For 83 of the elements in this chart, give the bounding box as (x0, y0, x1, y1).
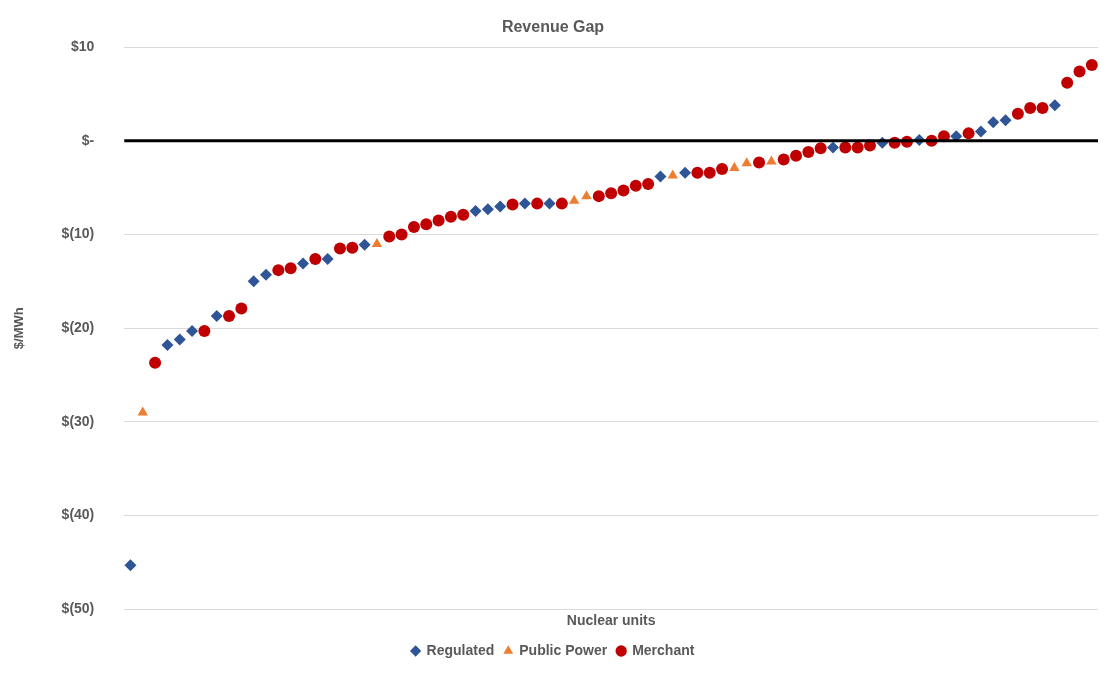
point (1073, 65, 1086, 78)
point (679, 166, 692, 179)
point (827, 141, 839, 154)
point (654, 170, 667, 183)
point (617, 184, 630, 197)
point (457, 208, 470, 221)
point (974, 125, 987, 138)
point (581, 190, 592, 200)
y-tick-label: $- (81, 131, 95, 148)
point (1024, 102, 1037, 115)
point (333, 242, 346, 255)
point (346, 241, 359, 254)
point (149, 356, 162, 369)
point (161, 339, 174, 352)
point (642, 177, 655, 190)
point (432, 214, 445, 227)
point (395, 228, 408, 241)
point (531, 197, 544, 210)
x-axis-title: Nuclear units (566, 612, 656, 629)
point (555, 197, 568, 210)
point (481, 203, 494, 216)
point (1036, 102, 1049, 115)
point (814, 142, 827, 155)
y-tick-label: $(50) (61, 600, 95, 617)
point (272, 264, 285, 277)
point (987, 116, 1000, 129)
point (223, 310, 236, 323)
point (1085, 59, 1098, 71)
point (235, 302, 248, 315)
point (962, 127, 975, 140)
legend-label: Public Power (519, 641, 608, 658)
point (802, 146, 815, 159)
point (186, 325, 199, 338)
point (691, 166, 704, 179)
point (173, 333, 186, 346)
point (605, 187, 618, 200)
point (851, 141, 864, 154)
point (494, 200, 507, 213)
y-tick-label: $(30) (61, 412, 95, 429)
point (407, 221, 420, 234)
point (284, 262, 297, 275)
point (137, 406, 148, 416)
y-tick-label: $(40) (61, 506, 95, 523)
point (790, 149, 803, 162)
point (716, 162, 729, 175)
point (999, 114, 1012, 127)
y-tick-label: $10 (70, 38, 95, 55)
point (358, 238, 371, 251)
point (703, 166, 716, 179)
point (124, 559, 137, 572)
point (506, 198, 519, 211)
point (371, 237, 383, 247)
point (1011, 107, 1024, 120)
point (1061, 76, 1074, 89)
point (247, 275, 260, 288)
point (543, 197, 556, 210)
point (753, 156, 766, 169)
point (321, 252, 334, 265)
point (741, 157, 752, 167)
point (518, 197, 531, 210)
point (309, 252, 322, 265)
point (444, 210, 457, 223)
y-tick-label: $(20) (61, 319, 95, 336)
point (383, 230, 396, 243)
point (469, 205, 482, 218)
point (210, 310, 223, 323)
point (839, 141, 852, 154)
point (729, 162, 740, 172)
y-axis-title: $/MWh (11, 307, 27, 350)
y-tick-label: $(10) (61, 225, 95, 242)
point (260, 268, 273, 281)
point (629, 179, 642, 192)
point (667, 169, 678, 179)
chart-title: Revenue Gap (501, 18, 605, 36)
legend-label: Regulated (426, 641, 495, 658)
point (777, 153, 790, 166)
point (297, 257, 309, 270)
point (592, 190, 605, 203)
legend-label: Merchant (632, 641, 695, 658)
point (568, 194, 580, 204)
point (420, 218, 433, 231)
point (1048, 99, 1061, 112)
point (198, 325, 211, 338)
